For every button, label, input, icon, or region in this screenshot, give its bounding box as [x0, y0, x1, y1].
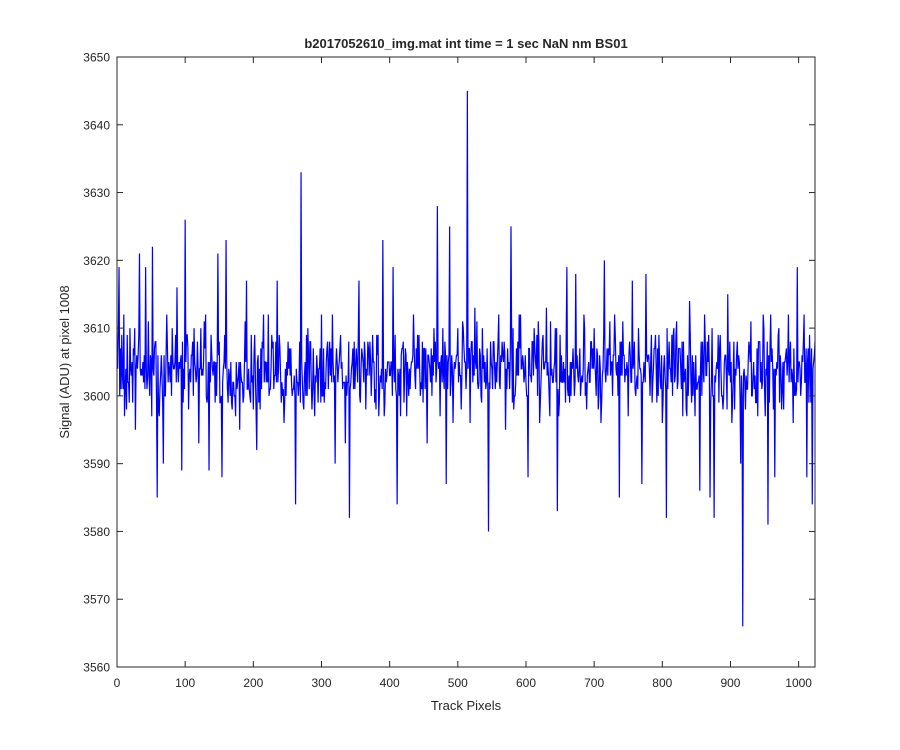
y-tick-label: 3640: [83, 118, 110, 132]
x-tick-label: 800: [652, 676, 672, 690]
y-axis-ticks: 3560 3570 3580 3590 3600 3610 3620 3630 3640 3650: [83, 51, 815, 675]
x-tick-label: 500: [448, 676, 468, 690]
chart-title: b2017052610_img.mat int time = 1 sec NaN…: [304, 36, 627, 51]
y-tick-label: 3620: [83, 254, 110, 268]
x-tick-label: 400: [380, 676, 400, 690]
x-tick-label: 1000: [785, 676, 812, 690]
y-tick-label: 3580: [83, 525, 110, 539]
y-axis-label: Signal (ADU) at pixel 1008: [57, 285, 72, 438]
x-tick-label: 200: [243, 676, 263, 690]
axes-box: [116, 56, 816, 668]
y-tick-label: 3570: [83, 593, 110, 607]
y-tick-label: 3600: [83, 389, 110, 403]
series-layer: [117, 90, 816, 627]
x-tick-label: 700: [584, 676, 604, 690]
x-tick-label: 0: [114, 676, 121, 690]
y-tick-label: 3650: [83, 51, 110, 65]
x-axis-ticks: 0 100 200 300 400 500 600 700 800 900 1000: [114, 57, 812, 690]
x-tick-label: 900: [720, 676, 740, 690]
y-tick-label: 3560: [83, 661, 110, 675]
x-tick-label: 100: [175, 676, 195, 690]
x-axis-label: Track Pixels: [431, 698, 502, 713]
signal-series-line: [117, 90, 816, 627]
plot-area: [117, 57, 815, 667]
y-tick-label: 3590: [83, 457, 110, 471]
x-tick-label: 300: [311, 676, 331, 690]
x-tick-label: 600: [516, 676, 536, 690]
y-tick-label: 3630: [83, 186, 110, 200]
y-tick-label: 3610: [83, 322, 110, 336]
